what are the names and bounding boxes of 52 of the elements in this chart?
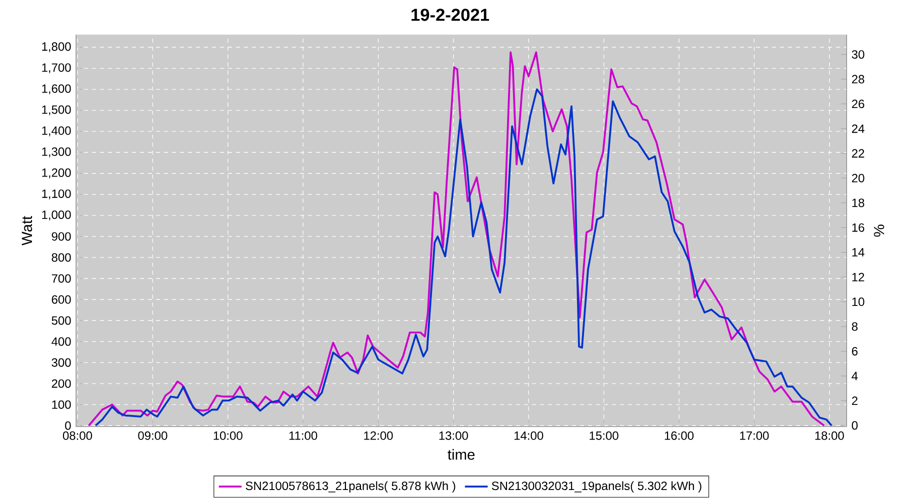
x-tick-label: 08:00	[62, 431, 92, 440]
y2-tick-label: 4	[852, 372, 858, 380]
y-tick-label: 300	[52, 358, 71, 367]
y-tick-label: 1,500	[42, 105, 71, 116]
y-tick-label: 1,800	[42, 42, 71, 52]
y-tick-label: 100	[52, 400, 71, 409]
y-tick-label: 1,700	[42, 63, 71, 74]
x-tick-label: 11:00	[289, 431, 318, 440]
y2-tick-label: 26	[852, 100, 864, 108]
x-tick-label: 10:00	[214, 431, 242, 440]
y-tick-label: 700	[52, 274, 71, 283]
legend-label: SN2100578613_21panels( 5.878 kWh )	[246, 481, 456, 492]
y-tick-label: 900	[52, 232, 71, 241]
y-tick-label: 400	[52, 337, 71, 346]
x-tick-label: 14:00	[514, 431, 544, 440]
y-tick-label: 1,100	[42, 189, 71, 200]
x-axis-title: time	[448, 449, 475, 460]
y2-tick-label: 30	[852, 50, 864, 59]
y-tick-label: 1,300	[42, 147, 71, 158]
y2-tick-label: 18	[852, 198, 864, 208]
y2-tick-label: 12	[852, 272, 864, 282]
x-tick-label: 17:00	[740, 431, 769, 440]
x-tick-label: 12:00	[364, 431, 393, 440]
x-tick-label: 18:00	[815, 431, 844, 440]
y-tick-label: 1,200	[42, 168, 71, 178]
y-tick-label: 600	[52, 295, 71, 304]
y2-tick-label: 14	[852, 248, 864, 256]
y2-tick-label: 0	[852, 421, 858, 430]
y2-tick-label: 8	[852, 322, 858, 331]
legend-label: SN2130032031_19panels( 5.302 kWh )	[492, 481, 702, 492]
y-tick-label: 0	[65, 421, 71, 430]
chart-title: 19-2-2021	[412, 8, 490, 21]
x-tick-label: 15:00	[590, 431, 618, 440]
y2-tick-label: 22	[852, 149, 864, 158]
x-tick-label: 13:00	[439, 431, 468, 440]
y-tick-label: 200	[52, 379, 71, 388]
y2-tick-label: 16	[852, 223, 864, 232]
y2-axis-title: %	[874, 224, 884, 237]
y2-tick-label: 24	[852, 124, 864, 133]
y2-tick-label: 2	[852, 396, 858, 405]
y2-tick-label: 6	[852, 346, 858, 356]
x-tick-label: 16:00	[664, 431, 694, 440]
y2-tick-label: 28	[852, 74, 864, 84]
y-tick-label: 1,400	[42, 126, 71, 136]
y-tick-label: 500	[52, 316, 71, 325]
y2-tick-label: 20	[852, 174, 864, 182]
x-tick-label: 09:00	[138, 431, 168, 440]
y-axis-title: Watt	[22, 216, 32, 246]
y2-tick-label: 10	[852, 298, 864, 306]
y-tick-label: 1,000	[42, 210, 71, 220]
y-tick-label: 1,600	[42, 84, 71, 94]
y-tick-label: 800	[52, 253, 71, 262]
